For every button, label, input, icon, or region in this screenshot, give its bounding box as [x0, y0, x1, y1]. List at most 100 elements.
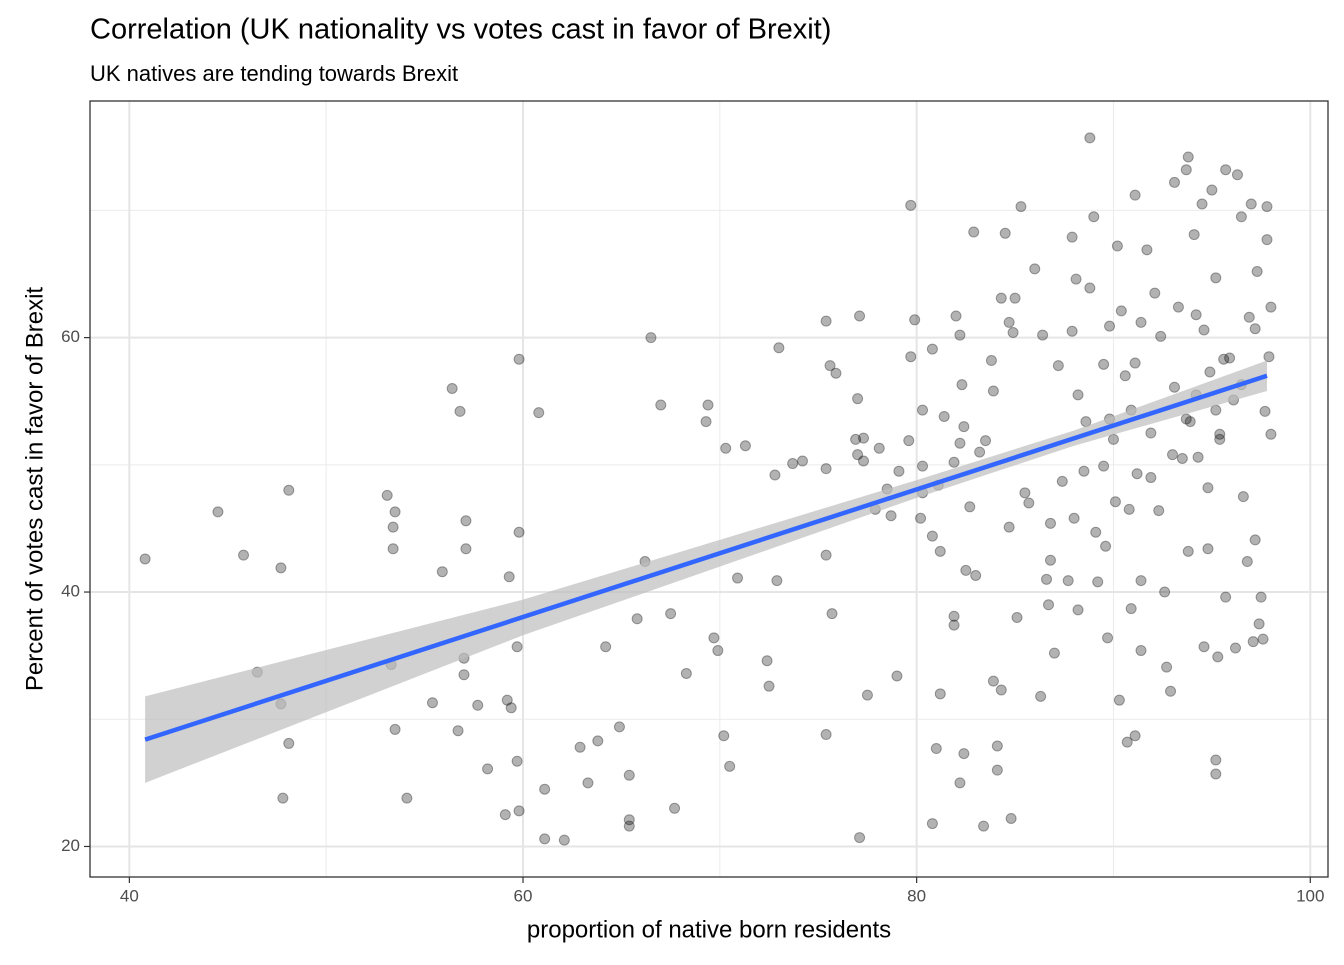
point [1019, 487, 1031, 499]
point [1198, 324, 1210, 336]
point [820, 549, 832, 561]
point [600, 641, 612, 653]
x-tick-label: 60 [514, 886, 533, 905]
point [968, 226, 980, 238]
point [938, 410, 950, 422]
point [1231, 169, 1243, 181]
point [1263, 351, 1275, 363]
point [1255, 591, 1267, 603]
x-axis-label: proportion of native born residents [527, 916, 891, 943]
y-tick-label: 20 [61, 836, 80, 855]
trend-line [144, 373, 1268, 742]
point [454, 405, 466, 417]
point [1092, 576, 1104, 588]
point [1100, 540, 1112, 552]
point [1111, 240, 1123, 252]
point [1198, 641, 1210, 653]
point [1241, 556, 1253, 568]
point [1224, 352, 1236, 364]
point [1135, 645, 1147, 657]
point [401, 792, 413, 804]
point [623, 814, 635, 826]
point [1192, 451, 1204, 463]
point [739, 440, 751, 452]
point [1009, 292, 1021, 304]
point [720, 442, 732, 454]
point [389, 506, 401, 518]
point [956, 379, 968, 391]
point [1168, 176, 1180, 188]
point [1168, 381, 1180, 393]
point [1249, 323, 1261, 335]
point [1119, 370, 1131, 382]
point [1265, 301, 1277, 313]
point [513, 805, 525, 817]
point [1048, 647, 1060, 659]
point [613, 721, 625, 733]
point [1210, 404, 1222, 416]
point [513, 526, 525, 538]
point [1084, 282, 1096, 294]
point [1149, 287, 1161, 299]
point [1220, 591, 1232, 603]
point [1153, 505, 1165, 517]
point [1188, 229, 1200, 241]
point [1129, 189, 1141, 201]
y-tick-label: 40 [61, 582, 80, 601]
point [458, 669, 470, 681]
point [885, 510, 897, 522]
point [1190, 309, 1202, 321]
point [1037, 329, 1049, 341]
point [873, 442, 885, 454]
point [708, 632, 720, 644]
point [1172, 301, 1184, 313]
point [954, 777, 966, 789]
point [934, 545, 946, 557]
point [1229, 642, 1241, 654]
point [1202, 543, 1214, 555]
point [960, 564, 972, 576]
point [958, 421, 970, 433]
point [1044, 554, 1056, 566]
point [1121, 736, 1133, 748]
point [926, 530, 938, 542]
point [1206, 184, 1218, 196]
point [1184, 416, 1196, 428]
point [1072, 604, 1084, 616]
point [1249, 534, 1261, 546]
point [511, 755, 523, 767]
point [275, 562, 287, 574]
point [1107, 433, 1119, 445]
point [511, 641, 523, 653]
point [592, 735, 604, 747]
point [761, 655, 773, 667]
point [1035, 690, 1047, 702]
point [773, 342, 785, 354]
point [861, 689, 873, 701]
point [1204, 366, 1216, 378]
point [501, 694, 513, 706]
point [1167, 449, 1179, 461]
point [905, 351, 917, 363]
point [1159, 586, 1171, 598]
point [539, 783, 551, 795]
point [891, 670, 903, 682]
point [1251, 265, 1263, 277]
point [680, 667, 692, 679]
point [995, 292, 1007, 304]
point [1129, 357, 1141, 369]
point [850, 433, 862, 445]
point [718, 730, 730, 742]
point [917, 460, 929, 472]
point [858, 455, 870, 467]
point [1066, 231, 1078, 243]
point [771, 575, 783, 587]
point [1005, 812, 1017, 824]
point [1261, 234, 1273, 246]
point [1123, 503, 1135, 515]
point [1210, 754, 1222, 766]
point [1070, 273, 1082, 285]
point [985, 355, 997, 367]
